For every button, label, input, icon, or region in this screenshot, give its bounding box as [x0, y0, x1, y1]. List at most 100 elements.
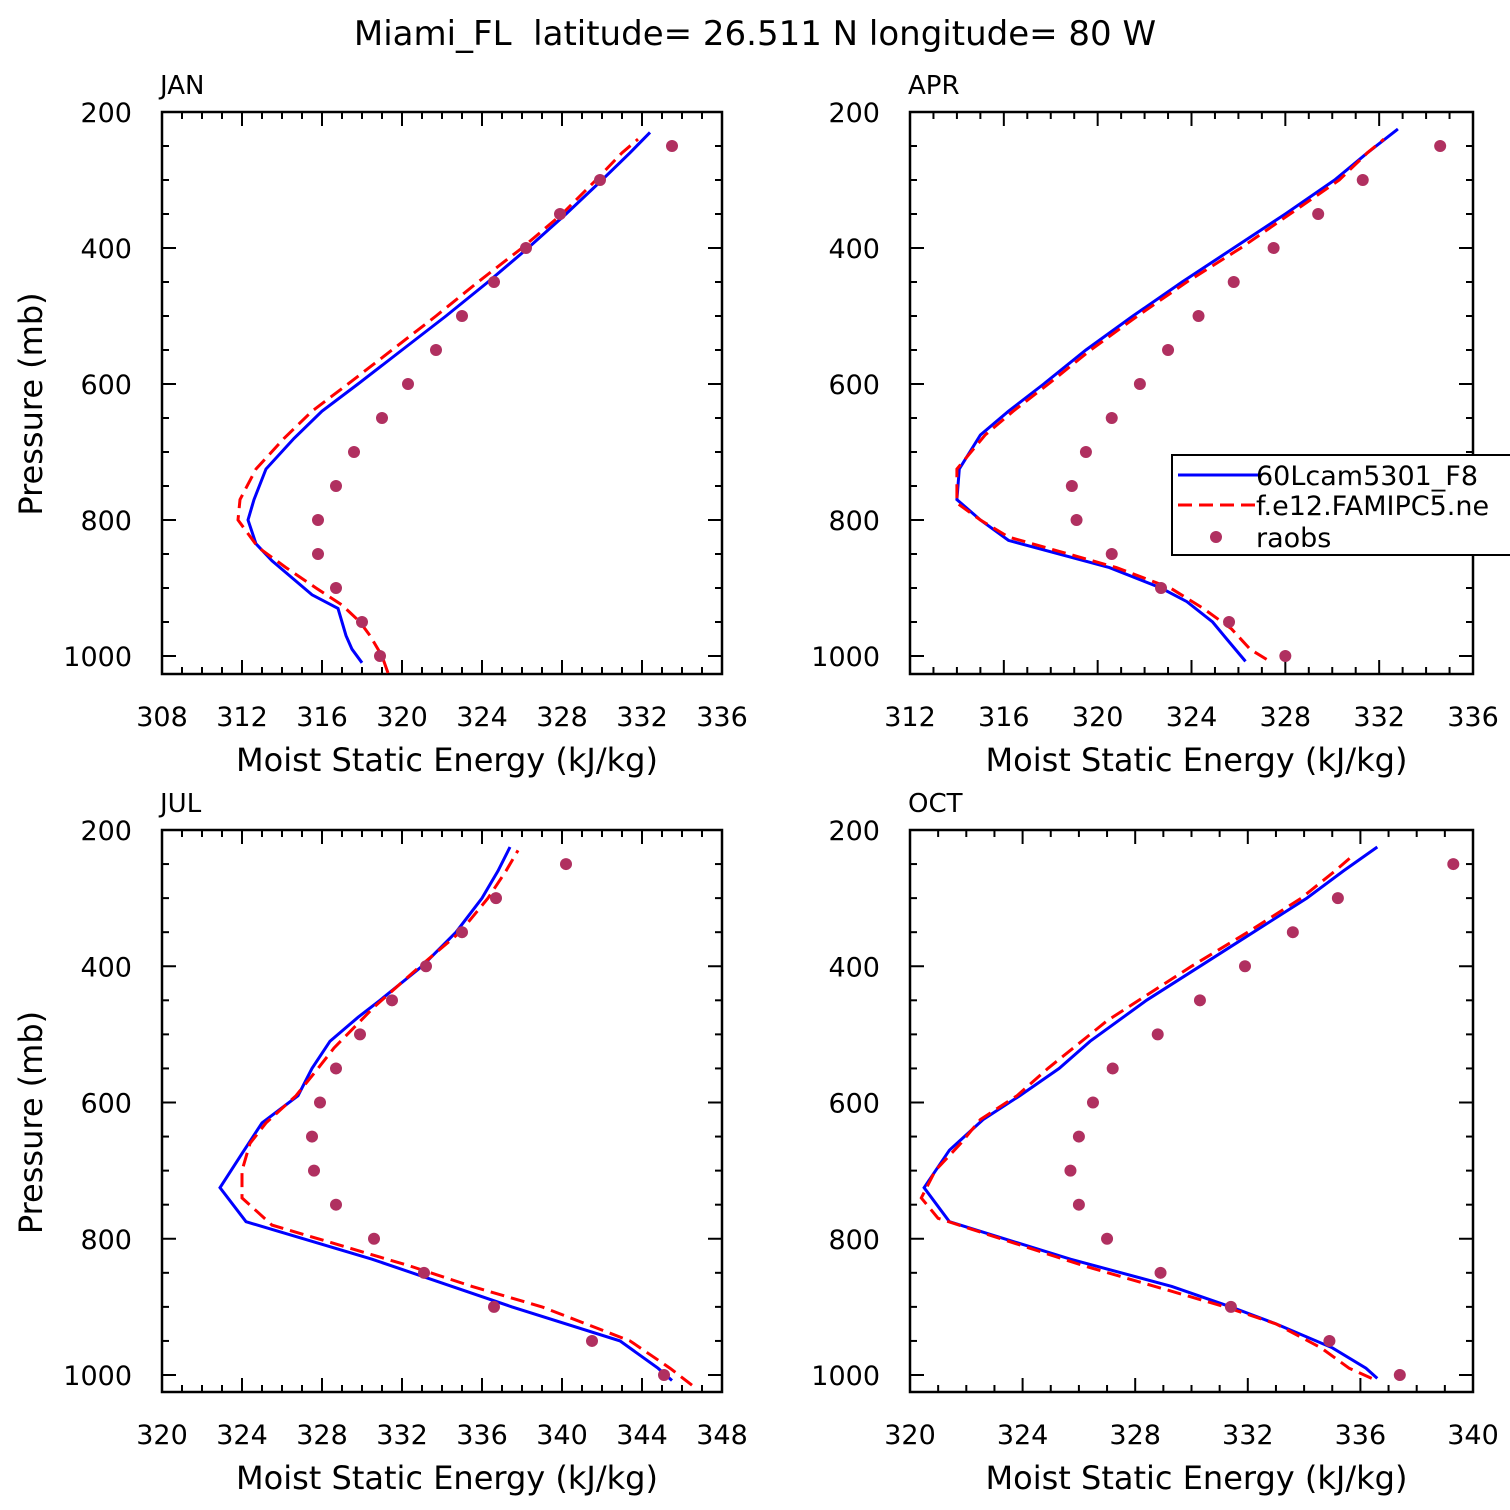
x-tick-label: 336 — [456, 1420, 508, 1451]
y-axis-label: Pressure (mb) — [12, 1011, 50, 1234]
x-tick-label: 320 — [1072, 702, 1124, 733]
x-tick-label: 308 — [136, 702, 188, 733]
plot-frame — [160, 110, 724, 676]
panel-title: JAN — [158, 71, 204, 101]
raobs-point — [1151, 1028, 1164, 1041]
y-tick-label: 800 — [80, 506, 132, 537]
raobs-point — [1065, 480, 1078, 492]
panel-title: APR — [908, 71, 960, 101]
raobs-point — [312, 548, 324, 560]
raobs-point — [1331, 892, 1344, 905]
x-tick-label: 332 — [1353, 702, 1405, 733]
raobs-point — [1393, 1369, 1406, 1381]
raobs-point — [386, 994, 398, 1007]
y-tick-label: 1000 — [63, 1361, 132, 1392]
x-tick-label: 320 — [136, 1420, 188, 1451]
raobs-point — [418, 1266, 430, 1279]
raobs-point — [308, 1164, 320, 1177]
series-line-60Lcam5301 — [218, 846, 673, 1382]
raobs-point — [666, 140, 678, 152]
series-line-60Lcam5301 — [246, 131, 652, 664]
raobs-point — [1105, 412, 1118, 424]
x-tick-label: 312 — [884, 702, 936, 733]
legend-label: f.e12.FAMIPC5.ne — [1256, 491, 1489, 522]
raobs-point — [420, 960, 432, 973]
raobs-point — [374, 650, 386, 662]
panel-title: JUL — [158, 789, 202, 819]
x-axis-label: Moist Static Energy (kJ/kg) — [986, 741, 1408, 779]
raobs-point — [488, 276, 500, 288]
raobs-point — [330, 1198, 342, 1211]
x-tick-label: 324 — [1166, 702, 1218, 733]
raobs-point — [1106, 1062, 1119, 1075]
x-tick-label: 328 — [296, 1420, 348, 1451]
raobs-point — [1193, 994, 1206, 1007]
raobs-point — [658, 1369, 670, 1381]
x-tick-label: 336 — [1447, 702, 1499, 733]
x-tick-label: 336 — [1335, 1420, 1387, 1451]
raobs-point — [560, 858, 572, 871]
x-tick-label: 348 — [696, 1420, 748, 1451]
series-line-60Lcam5301 — [922, 845, 1379, 1380]
x-tick-label: 336 — [696, 702, 748, 733]
x-axis-label: Moist Static Energy (kJ/kg) — [236, 741, 658, 779]
raobs-point — [1101, 1232, 1114, 1245]
raobs-point — [1162, 344, 1175, 356]
x-tick-label: 328 — [536, 702, 588, 733]
raobs-point — [1312, 208, 1325, 220]
raobs-point — [490, 892, 502, 905]
y-tick-label: 400 — [828, 234, 880, 265]
y-axis-label: Pressure (mb) — [12, 292, 50, 515]
x-tick-label: 332 — [616, 702, 668, 733]
raobs-point — [1192, 310, 1205, 322]
y-tick-label: 600 — [828, 1089, 880, 1120]
raobs-point — [1072, 1130, 1085, 1143]
raobs-point — [1070, 514, 1083, 526]
raobs-point — [1133, 378, 1146, 390]
raobs-point — [306, 1130, 318, 1143]
panel-oct: OCT 320 324 328 332 336 340 200 400 600 800 1000 Moi… — [811, 789, 1498, 1497]
series-line-famipc5 — [236, 138, 639, 674]
x-tick-label: 324 — [216, 1420, 268, 1451]
plot-frame — [908, 110, 1475, 676]
x-tick-label: 320 — [884, 1420, 936, 1451]
y-tick-label: 200 — [828, 98, 880, 129]
y-tick-label: 600 — [80, 370, 132, 401]
raobs-point — [330, 582, 342, 594]
raobs-point — [488, 1300, 500, 1313]
raobs-point — [330, 480, 342, 492]
series-line-60Lcam5301 — [955, 127, 1399, 663]
raobs-point — [1227, 276, 1240, 288]
plot-frame — [160, 828, 724, 1394]
raobs-point — [1447, 858, 1460, 871]
x-tick-label: 340 — [1447, 1420, 1499, 1451]
raobs-point — [1323, 1334, 1336, 1347]
y-tick-label: 400 — [828, 952, 880, 983]
raobs-point — [586, 1334, 598, 1347]
raobs-point — [1267, 242, 1280, 254]
y-tick-label: 800 — [80, 1225, 132, 1256]
raobs-point — [430, 344, 442, 356]
raobs-point — [1086, 1096, 1099, 1109]
y-tick-label: 1000 — [811, 642, 880, 673]
raobs-point — [1079, 446, 1092, 458]
x-tick-label: 316 — [978, 702, 1030, 733]
series-line-famipc5 — [240, 849, 693, 1387]
raobs-point — [1286, 926, 1299, 939]
raobs-point — [1224, 1300, 1237, 1313]
legend-marker-raobs — [1210, 531, 1222, 543]
raobs-point — [402, 378, 414, 390]
y-tick-label: 400 — [80, 234, 132, 265]
y-tick-label: 400 — [80, 952, 132, 983]
y-tick-label: 600 — [828, 370, 880, 401]
y-tick-label: 200 — [80, 816, 132, 847]
x-axis-label: Moist Static Energy (kJ/kg) — [236, 1459, 658, 1497]
raobs-point — [312, 514, 324, 526]
x-tick-label: 344 — [616, 1420, 668, 1451]
raobs-point — [354, 1028, 366, 1041]
raobs-point — [348, 446, 360, 458]
raobs-point — [376, 412, 388, 424]
raobs-point — [1238, 960, 1251, 973]
